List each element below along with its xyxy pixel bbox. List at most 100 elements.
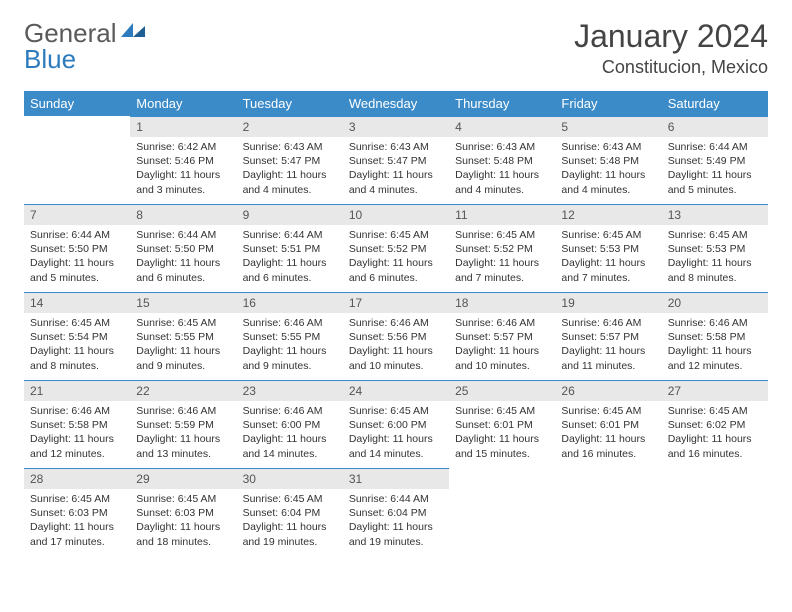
day-body: Sunrise: 6:42 AMSunset: 5:46 PMDaylight:… bbox=[130, 137, 236, 203]
daylight-text-2: and 7 minutes. bbox=[455, 271, 549, 285]
day-body: Sunrise: 6:45 AMSunset: 6:02 PMDaylight:… bbox=[662, 401, 768, 467]
calendar-day-cell: 31Sunrise: 6:44 AMSunset: 6:04 PMDayligh… bbox=[343, 468, 449, 556]
sunset-text: Sunset: 5:58 PM bbox=[668, 330, 762, 344]
daylight-text-1: Daylight: 11 hours bbox=[349, 256, 443, 270]
day-body: Sunrise: 6:45 AMSunset: 6:03 PMDaylight:… bbox=[24, 489, 130, 555]
day-body: Sunrise: 6:45 AMSunset: 5:53 PMDaylight:… bbox=[555, 225, 661, 291]
day-body: Sunrise: 6:44 AMSunset: 5:50 PMDaylight:… bbox=[24, 225, 130, 291]
day-number: 24 bbox=[343, 380, 449, 401]
sunset-text: Sunset: 5:51 PM bbox=[243, 242, 337, 256]
sunrise-text: Sunrise: 6:46 AM bbox=[243, 404, 337, 418]
daylight-text-1: Daylight: 11 hours bbox=[30, 256, 124, 270]
daylight-text-2: and 6 minutes. bbox=[136, 271, 230, 285]
sunrise-text: Sunrise: 6:45 AM bbox=[349, 228, 443, 242]
daylight-text-1: Daylight: 11 hours bbox=[561, 256, 655, 270]
day-number: 11 bbox=[449, 204, 555, 225]
calendar-week-row: 21Sunrise: 6:46 AMSunset: 5:58 PMDayligh… bbox=[24, 380, 768, 468]
daylight-text-2: and 4 minutes. bbox=[561, 183, 655, 197]
day-number: 28 bbox=[24, 468, 130, 489]
calendar-day-cell bbox=[555, 468, 661, 556]
day-body: Sunrise: 6:45 AMSunset: 6:03 PMDaylight:… bbox=[130, 489, 236, 555]
daylight-text-1: Daylight: 11 hours bbox=[561, 432, 655, 446]
calendar-day-cell: 16Sunrise: 6:46 AMSunset: 5:55 PMDayligh… bbox=[237, 292, 343, 380]
calendar-day-cell bbox=[24, 116, 130, 204]
calendar-table: Sunday Monday Tuesday Wednesday Thursday… bbox=[24, 91, 768, 556]
sunset-text: Sunset: 5:59 PM bbox=[136, 418, 230, 432]
sunrise-text: Sunrise: 6:44 AM bbox=[136, 228, 230, 242]
sunset-text: Sunset: 6:00 PM bbox=[243, 418, 337, 432]
day-body: Sunrise: 6:45 AMSunset: 5:54 PMDaylight:… bbox=[24, 313, 130, 379]
col-tuesday: Tuesday bbox=[237, 91, 343, 116]
sunset-text: Sunset: 5:47 PM bbox=[349, 154, 443, 168]
daylight-text-1: Daylight: 11 hours bbox=[30, 344, 124, 358]
day-number: 20 bbox=[662, 292, 768, 313]
daylight-text-2: and 19 minutes. bbox=[243, 535, 337, 549]
calendar-day-cell: 6Sunrise: 6:44 AMSunset: 5:49 PMDaylight… bbox=[662, 116, 768, 204]
sunrise-text: Sunrise: 6:46 AM bbox=[30, 404, 124, 418]
daylight-text-1: Daylight: 11 hours bbox=[455, 256, 549, 270]
sunrise-text: Sunrise: 6:45 AM bbox=[668, 404, 762, 418]
sunrise-text: Sunrise: 6:45 AM bbox=[136, 492, 230, 506]
sunset-text: Sunset: 6:03 PM bbox=[30, 506, 124, 520]
sunrise-text: Sunrise: 6:46 AM bbox=[349, 316, 443, 330]
calendar-week-row: 7Sunrise: 6:44 AMSunset: 5:50 PMDaylight… bbox=[24, 204, 768, 292]
day-number: 23 bbox=[237, 380, 343, 401]
daylight-text-2: and 12 minutes. bbox=[30, 447, 124, 461]
daylight-text-1: Daylight: 11 hours bbox=[455, 344, 549, 358]
sunrise-text: Sunrise: 6:45 AM bbox=[455, 404, 549, 418]
day-number: 3 bbox=[343, 116, 449, 137]
sunrise-text: Sunrise: 6:46 AM bbox=[455, 316, 549, 330]
sunrise-text: Sunrise: 6:42 AM bbox=[136, 140, 230, 154]
daylight-text-1: Daylight: 11 hours bbox=[668, 344, 762, 358]
day-number: 14 bbox=[24, 292, 130, 313]
day-body: Sunrise: 6:45 AMSunset: 6:01 PMDaylight:… bbox=[555, 401, 661, 467]
sunset-text: Sunset: 5:46 PM bbox=[136, 154, 230, 168]
day-body: Sunrise: 6:44 AMSunset: 5:49 PMDaylight:… bbox=[662, 137, 768, 203]
daylight-text-1: Daylight: 11 hours bbox=[349, 432, 443, 446]
sunrise-text: Sunrise: 6:45 AM bbox=[243, 492, 337, 506]
daylight-text-1: Daylight: 11 hours bbox=[455, 432, 549, 446]
sunset-text: Sunset: 5:56 PM bbox=[349, 330, 443, 344]
calendar-day-cell: 23Sunrise: 6:46 AMSunset: 6:00 PMDayligh… bbox=[237, 380, 343, 468]
calendar-day-cell: 29Sunrise: 6:45 AMSunset: 6:03 PMDayligh… bbox=[130, 468, 236, 556]
daylight-text-1: Daylight: 11 hours bbox=[349, 168, 443, 182]
day-body: Sunrise: 6:45 AMSunset: 5:52 PMDaylight:… bbox=[343, 225, 449, 291]
daylight-text-2: and 4 minutes. bbox=[243, 183, 337, 197]
sunrise-text: Sunrise: 6:46 AM bbox=[136, 404, 230, 418]
sunset-text: Sunset: 5:53 PM bbox=[561, 242, 655, 256]
daylight-text-1: Daylight: 11 hours bbox=[30, 432, 124, 446]
calendar-week-row: 28Sunrise: 6:45 AMSunset: 6:03 PMDayligh… bbox=[24, 468, 768, 556]
daylight-text-2: and 10 minutes. bbox=[349, 359, 443, 373]
sunset-text: Sunset: 5:58 PM bbox=[30, 418, 124, 432]
day-number bbox=[555, 468, 661, 488]
day-body: Sunrise: 6:46 AMSunset: 5:58 PMDaylight:… bbox=[662, 313, 768, 379]
daylight-text-2: and 5 minutes. bbox=[668, 183, 762, 197]
sunrise-text: Sunrise: 6:45 AM bbox=[136, 316, 230, 330]
calendar-day-cell bbox=[662, 468, 768, 556]
day-number: 31 bbox=[343, 468, 449, 489]
day-body: Sunrise: 6:46 AMSunset: 5:57 PMDaylight:… bbox=[449, 313, 555, 379]
sunrise-text: Sunrise: 6:43 AM bbox=[349, 140, 443, 154]
calendar-day-cell: 13Sunrise: 6:45 AMSunset: 5:53 PMDayligh… bbox=[662, 204, 768, 292]
calendar-day-cell: 17Sunrise: 6:46 AMSunset: 5:56 PMDayligh… bbox=[343, 292, 449, 380]
daylight-text-1: Daylight: 11 hours bbox=[349, 520, 443, 534]
sunrise-text: Sunrise: 6:45 AM bbox=[30, 492, 124, 506]
calendar-day-cell: 28Sunrise: 6:45 AMSunset: 6:03 PMDayligh… bbox=[24, 468, 130, 556]
calendar-day-cell: 11Sunrise: 6:45 AMSunset: 5:52 PMDayligh… bbox=[449, 204, 555, 292]
daylight-text-2: and 6 minutes. bbox=[349, 271, 443, 285]
calendar-week-row: 14Sunrise: 6:45 AMSunset: 5:54 PMDayligh… bbox=[24, 292, 768, 380]
day-number: 9 bbox=[237, 204, 343, 225]
brand-text-blue: Blue bbox=[24, 44, 768, 75]
daylight-text-2: and 9 minutes. bbox=[136, 359, 230, 373]
calendar-day-cell: 14Sunrise: 6:45 AMSunset: 5:54 PMDayligh… bbox=[24, 292, 130, 380]
day-number: 19 bbox=[555, 292, 661, 313]
daylight-text-2: and 4 minutes. bbox=[349, 183, 443, 197]
day-body: Sunrise: 6:46 AMSunset: 5:59 PMDaylight:… bbox=[130, 401, 236, 467]
col-friday: Friday bbox=[555, 91, 661, 116]
day-number bbox=[662, 468, 768, 488]
daylight-text-2: and 16 minutes. bbox=[561, 447, 655, 461]
day-body: Sunrise: 6:44 AMSunset: 5:51 PMDaylight:… bbox=[237, 225, 343, 291]
daylight-text-2: and 4 minutes. bbox=[455, 183, 549, 197]
calendar-day-cell: 24Sunrise: 6:45 AMSunset: 6:00 PMDayligh… bbox=[343, 380, 449, 468]
sunset-text: Sunset: 6:04 PM bbox=[349, 506, 443, 520]
